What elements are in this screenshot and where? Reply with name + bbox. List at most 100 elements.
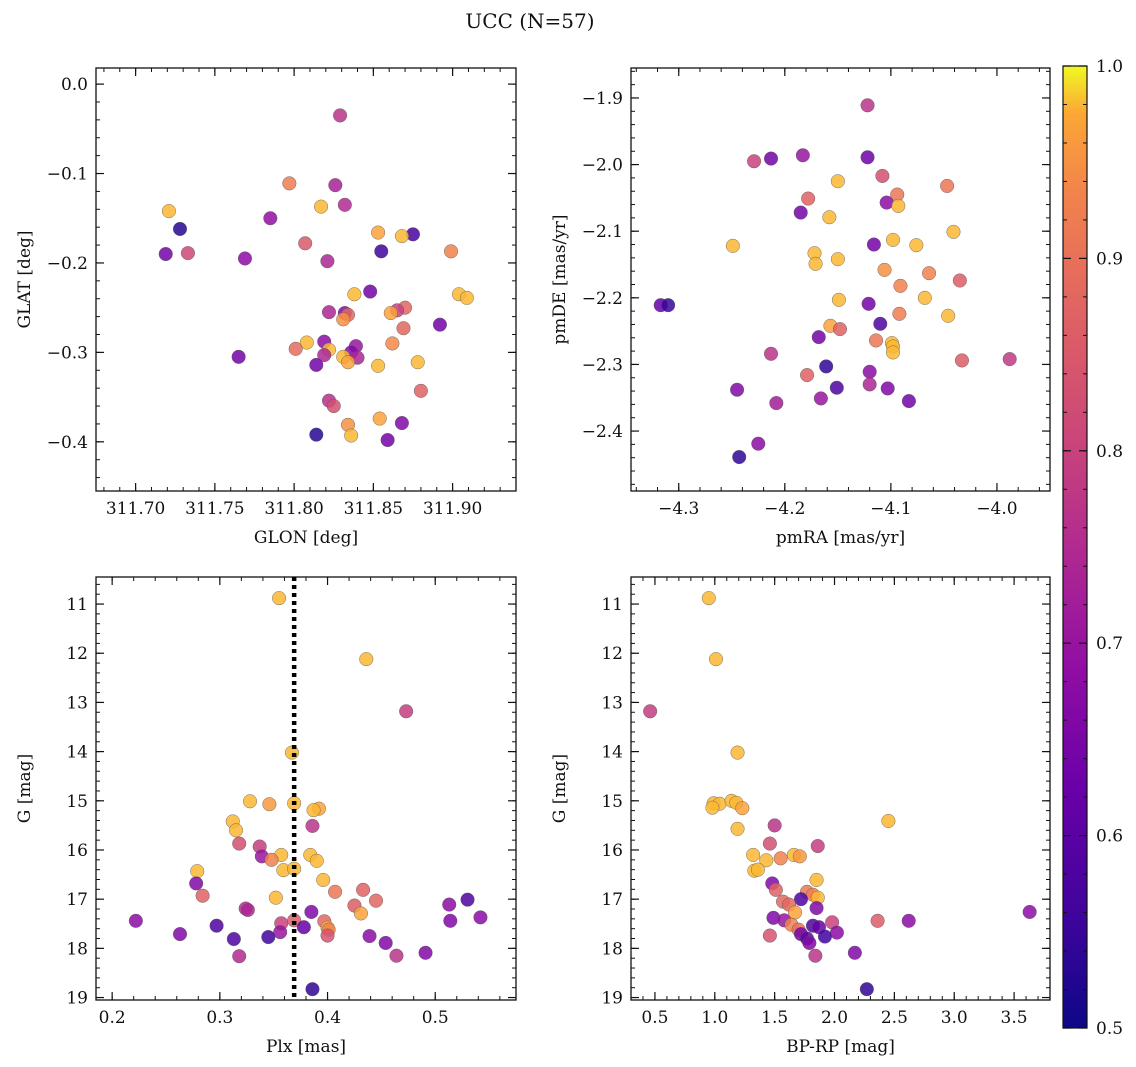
scatter-point <box>296 920 311 935</box>
scatter-point <box>769 396 784 411</box>
y-tick-label: 18 <box>601 939 623 959</box>
scatter-point <box>730 745 745 760</box>
x-tick-label: 1.5 <box>761 1008 788 1028</box>
scatter-point <box>389 948 404 963</box>
x-axis-label: Plx [mas] <box>266 1037 346 1057</box>
scatter-point <box>306 803 321 818</box>
scatter-point <box>320 254 335 269</box>
y-tick-label: −0.2 <box>47 254 88 274</box>
scatter-point <box>418 945 433 960</box>
chart-title: UCC (N=57) <box>465 9 594 33</box>
scatter-point <box>443 913 458 928</box>
scatter-point <box>394 229 409 244</box>
scatter-point <box>333 108 348 123</box>
colorbar: 0.5 0.6 0.7 0.8 0.9 1.0 <box>1062 57 1123 1039</box>
scatter-point <box>940 178 955 193</box>
scatter-point <box>273 925 288 940</box>
panel-plx-g: 0.2 0.3 0.4 0.5 11 12 13 14 15 16 17 18 19 Plx [mas] G… <box>15 576 517 1057</box>
scatter-point <box>371 358 386 373</box>
scatter-point <box>272 591 287 606</box>
scatter-point <box>751 436 766 451</box>
scatter-point <box>180 246 195 261</box>
scatter-point <box>1002 352 1017 367</box>
x-tick-label: 0.2 <box>99 1008 126 1028</box>
x-tick-label: 2.5 <box>881 1008 908 1028</box>
scatter-point <box>730 821 745 836</box>
scatter-point <box>793 205 808 220</box>
scatter-point <box>396 321 411 336</box>
y-tick-label: 12 <box>66 644 88 664</box>
plx-g-frame <box>95 576 517 1001</box>
scatter-point <box>809 901 824 916</box>
x-tick-label: 311.90 <box>423 499 482 519</box>
x-tick-label: 311.75 <box>185 499 244 519</box>
scatter-point <box>708 652 723 667</box>
scatter-point <box>128 913 143 928</box>
y-tick-label: 11 <box>66 595 88 615</box>
scatter-point <box>886 345 901 360</box>
scatter-point <box>830 174 845 189</box>
scatter-point <box>725 238 740 253</box>
scatter-point <box>901 913 916 928</box>
y-tick-label: 19 <box>66 989 88 1009</box>
scatter-point <box>432 317 447 332</box>
scatter-point <box>732 450 747 465</box>
colorbar-tick-label: 0.7 <box>1096 634 1123 654</box>
scatter-point <box>309 853 324 868</box>
scatter-point <box>866 237 881 252</box>
scatter-point <box>263 211 278 226</box>
x-tick-label: 0.4 <box>314 1008 341 1028</box>
scatter-point <box>240 902 255 917</box>
y-tick-label: 15 <box>601 792 623 812</box>
scatter-point <box>862 377 877 392</box>
y-tick-label: 16 <box>601 841 623 861</box>
x-tick-label: 2.0 <box>821 1008 848 1028</box>
scatter-point <box>242 794 257 809</box>
x-tick-label: 3.5 <box>1001 1008 1028 1028</box>
scatter-point <box>413 383 428 398</box>
scatter-point <box>746 847 761 862</box>
scatter-point <box>705 800 720 815</box>
scatter-point <box>316 872 331 887</box>
colorbar-tick-label: 1.0 <box>1096 57 1123 77</box>
scatter-point <box>952 273 967 288</box>
scatter-point <box>321 305 336 320</box>
scatter-point <box>304 904 319 919</box>
scatter-point <box>383 306 398 321</box>
scatter-point <box>831 292 846 307</box>
scatter-point <box>873 316 888 331</box>
pmra-pmde-frame <box>630 67 1051 492</box>
y-axis-label: GLAT [deg] <box>15 230 35 328</box>
scatter-point <box>859 982 874 997</box>
glon-glat-points <box>158 108 474 448</box>
scatter-point <box>862 364 877 379</box>
x-tick-label: 311.85 <box>344 499 403 519</box>
scatter-point <box>237 251 252 266</box>
scatter-point <box>262 797 277 812</box>
y-axis-label: G [mag] <box>15 754 35 823</box>
plx-g-points <box>128 591 488 997</box>
scatter-point <box>320 928 335 943</box>
y-tick-label: 18 <box>66 939 88 959</box>
x-axis-label: pmRA [mas/yr] <box>776 528 905 548</box>
y-tick-label: 13 <box>66 693 88 713</box>
scatter-point <box>759 853 774 868</box>
scatter-point <box>305 818 320 833</box>
scatter-point <box>881 813 896 828</box>
pmra-pmde-points <box>653 98 1017 465</box>
scatter-point <box>762 928 777 943</box>
x-tick-label: −4.3 <box>658 499 699 519</box>
panel-glon-glat: 311.70 311.75 311.80 311.85 311.90 0.0 −0.1 −0.… <box>15 67 517 548</box>
scatter-point <box>264 852 279 867</box>
scatter-point <box>909 238 924 253</box>
glon-glat-frame <box>95 67 517 492</box>
scatter-point <box>730 382 745 397</box>
scatter-point <box>328 884 343 899</box>
scatter-point <box>372 411 387 426</box>
scatter-point <box>231 349 246 364</box>
x-axis-label: BP-RP [mag] <box>786 1037 895 1057</box>
scatter-point <box>861 296 876 311</box>
scatter-point <box>832 322 847 337</box>
scatter-point <box>954 353 969 368</box>
scatter-point <box>643 704 658 719</box>
